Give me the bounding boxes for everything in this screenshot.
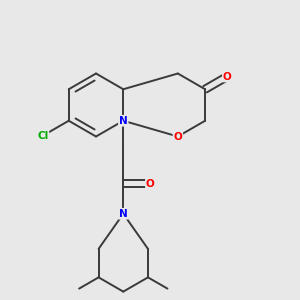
Text: O: O [146, 179, 155, 189]
Text: O: O [223, 71, 232, 82]
Text: N: N [119, 209, 128, 219]
Text: Cl: Cl [37, 131, 48, 141]
Text: N: N [119, 116, 128, 126]
Text: O: O [173, 131, 182, 142]
